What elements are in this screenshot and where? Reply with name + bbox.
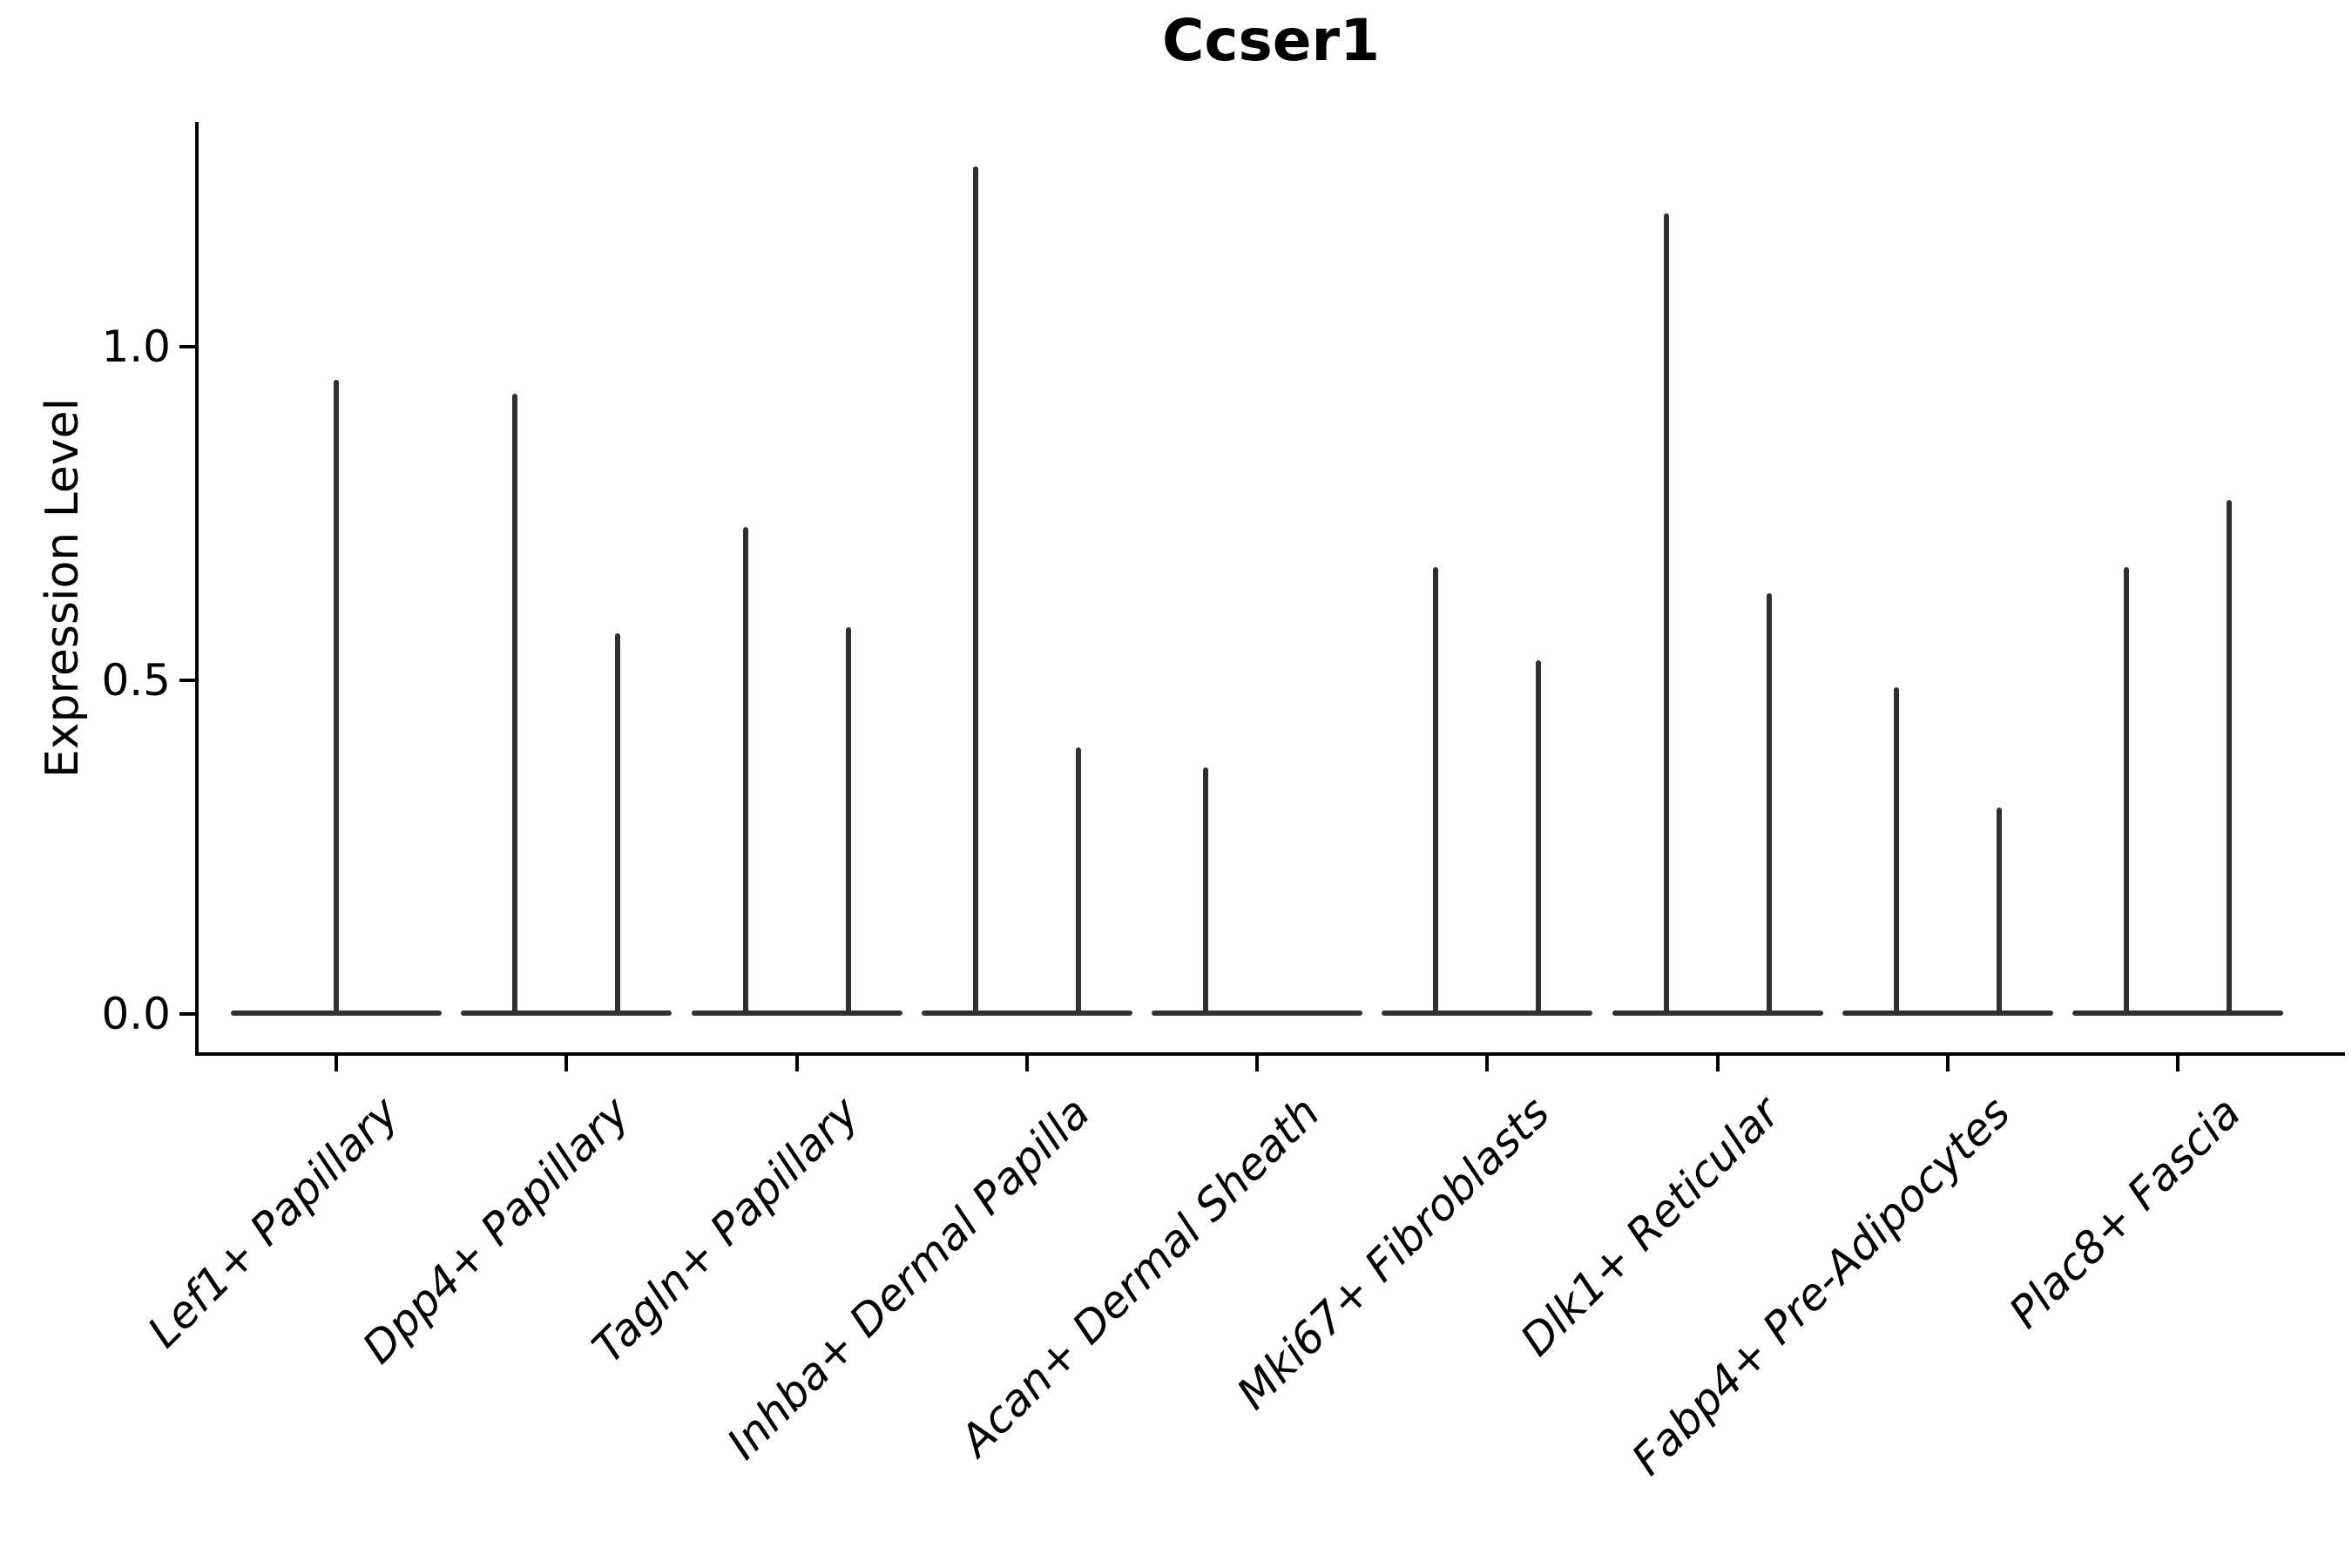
y-tick-label: 0.0 — [101, 989, 171, 1039]
y-tick-mark — [179, 1012, 197, 1016]
violin-spike — [972, 166, 978, 1016]
y-tick-mark — [179, 679, 197, 682]
y-tick-label: 1.0 — [101, 321, 171, 372]
y-tick-mark — [179, 345, 197, 348]
violin-baseline — [2072, 1010, 2283, 1016]
y-axis-label: Expression Level — [37, 397, 89, 779]
y-tick-label: 0.5 — [101, 655, 171, 706]
violin-spike — [2124, 566, 2129, 1016]
violin-baseline — [1842, 1010, 2053, 1016]
violin-spike — [1203, 767, 1208, 1016]
x-tick-mark — [1255, 1056, 1259, 1071]
violin-baseline — [1382, 1010, 1593, 1016]
x-tick-mark — [1024, 1056, 1029, 1071]
violin-baseline — [921, 1010, 1132, 1016]
x-tick-label: Lef1+ Papillary — [138, 1087, 409, 1358]
violin-spike — [845, 626, 851, 1016]
violin-spike — [742, 526, 748, 1016]
y-axis-spine — [195, 122, 199, 1056]
x-tick-label: Plac8+ Fascia — [1999, 1087, 2251, 1338]
x-tick-mark — [1485, 1056, 1490, 1071]
violin-baseline — [461, 1010, 672, 1016]
violin-spike — [512, 393, 518, 1016]
violin-spike — [615, 633, 621, 1016]
chart-title: Ccser1 — [1161, 7, 1381, 74]
x-tick-mark — [1715, 1056, 1720, 1071]
violin-baseline — [1612, 1010, 1823, 1016]
violin-spike — [1433, 566, 1439, 1016]
violin-baseline — [691, 1010, 902, 1016]
x-tick-label: Fabp4+ Pre-Adipocytes — [1622, 1087, 2020, 1485]
violin-spike — [1536, 660, 1542, 1016]
violin-spike — [1663, 213, 1669, 1016]
violin-spike — [1996, 807, 2002, 1016]
violin-spike — [1766, 593, 1772, 1016]
violin-baseline — [1152, 1010, 1362, 1016]
x-tick-mark — [794, 1056, 799, 1071]
violin-spike — [2227, 500, 2232, 1016]
x-tick-mark — [335, 1056, 338, 1071]
x-tick-mark — [1945, 1056, 1950, 1071]
violin-spike — [334, 380, 339, 1016]
x-axis-spine — [195, 1052, 2345, 1056]
violin-spike — [1075, 747, 1081, 1016]
x-tick-mark — [564, 1056, 569, 1071]
violin-spike — [1893, 686, 1899, 1016]
x-tick-mark — [2176, 1056, 2180, 1071]
